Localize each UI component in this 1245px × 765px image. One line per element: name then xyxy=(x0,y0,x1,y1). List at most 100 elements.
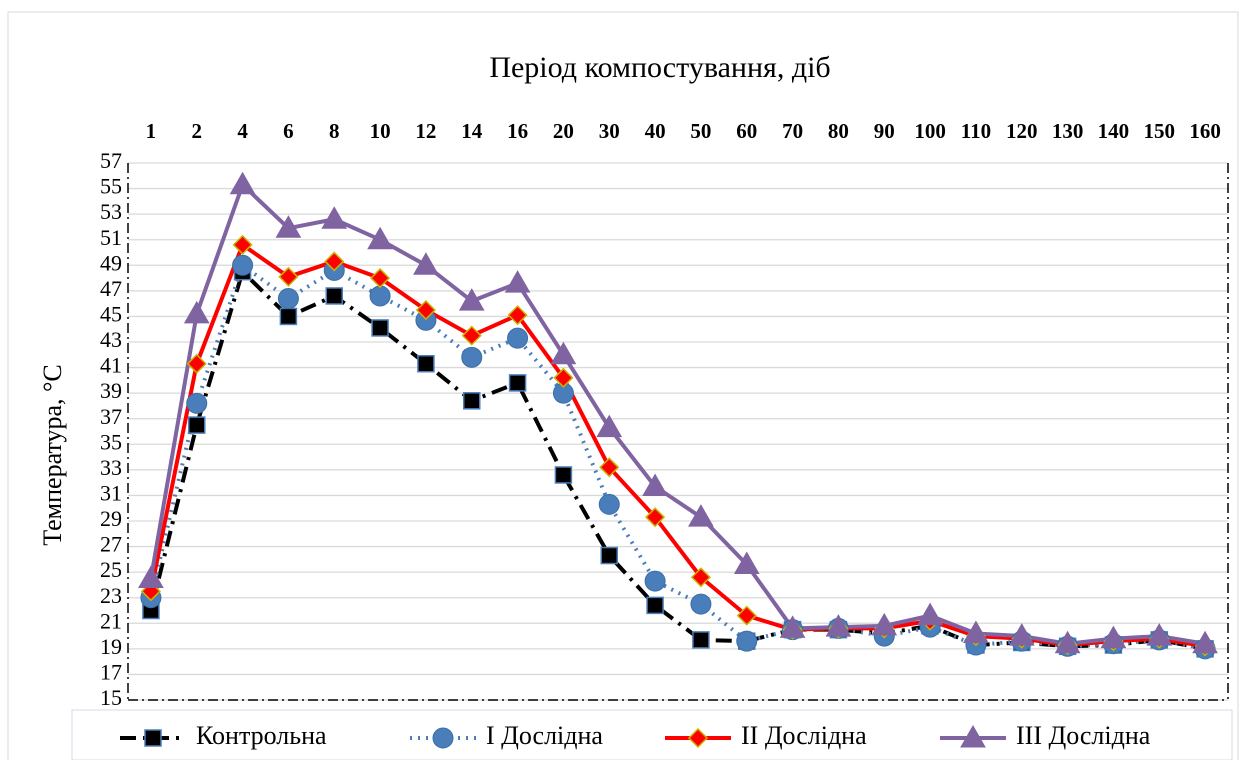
marker xyxy=(1192,630,1218,654)
y-tick-label: 15 xyxy=(100,685,122,710)
marker xyxy=(871,612,898,636)
marker xyxy=(687,727,709,749)
marker xyxy=(504,270,531,293)
y-tick-label: 19 xyxy=(100,634,122,659)
marker xyxy=(277,288,299,310)
y-tick-label: 27 xyxy=(100,532,122,557)
x-tick-label: 12 xyxy=(415,119,436,143)
y-tick-label: 57 xyxy=(100,148,122,173)
y-tick-label: 39 xyxy=(100,378,122,403)
y-tick-label: 43 xyxy=(100,327,122,352)
y-tick-label: 53 xyxy=(100,199,122,224)
x-tick-label: 160 xyxy=(1189,119,1221,143)
marker xyxy=(599,457,620,478)
x-tick-label: 90 xyxy=(874,119,895,143)
y-tick-label: 55 xyxy=(100,174,122,199)
marker xyxy=(1100,625,1127,649)
x-tick-label: 110 xyxy=(961,119,991,143)
y-tick-label: 31 xyxy=(100,480,122,505)
marker xyxy=(232,234,253,255)
series-line xyxy=(148,269,1206,651)
marker xyxy=(600,546,618,565)
legend-label: ІІІ Дослідна xyxy=(1016,721,1151,750)
y-tick-label: 17 xyxy=(100,659,122,684)
x-tick-label: 70 xyxy=(782,119,803,143)
marker xyxy=(963,620,989,644)
marker xyxy=(417,354,435,373)
marker xyxy=(779,615,806,638)
x-tick-label: 30 xyxy=(599,119,620,143)
marker xyxy=(507,305,528,326)
marker xyxy=(186,392,208,414)
marker xyxy=(690,567,711,588)
marker xyxy=(278,266,299,287)
marker xyxy=(140,581,161,602)
y-tick-label: 21 xyxy=(100,608,122,633)
x-tick-label: 8 xyxy=(329,119,340,143)
marker xyxy=(554,466,573,484)
marker xyxy=(642,473,668,496)
marker xyxy=(825,614,852,637)
y-axis-label: Температура, °C xyxy=(38,364,67,546)
marker xyxy=(279,307,298,326)
series-line xyxy=(148,263,1206,651)
x-tick-label: 16 xyxy=(507,119,528,143)
x-tick-label: 100 xyxy=(914,119,946,143)
marker xyxy=(371,319,389,337)
marker xyxy=(1146,623,1173,646)
y-tick-label: 51 xyxy=(100,225,122,250)
marker xyxy=(458,288,485,311)
x-tick-label: 150 xyxy=(1144,119,1176,143)
marker xyxy=(432,727,454,749)
marker xyxy=(1054,630,1081,654)
y-tick-label: 33 xyxy=(100,455,122,480)
marker xyxy=(367,226,393,250)
marker xyxy=(325,287,343,305)
marker xyxy=(461,346,483,368)
x-tick-label: 10 xyxy=(370,119,391,143)
y-tick-label: 25 xyxy=(100,557,122,582)
x-tick-label: 1 xyxy=(146,119,157,143)
marker xyxy=(370,268,391,289)
marker xyxy=(415,299,436,321)
marker xyxy=(688,504,714,527)
legend-label: Контрольна xyxy=(196,721,327,750)
x-tick-label: 140 xyxy=(1098,119,1130,143)
y-tick-label: 35 xyxy=(100,429,122,454)
marker xyxy=(690,593,712,615)
marker xyxy=(321,206,348,229)
marker xyxy=(1008,623,1035,646)
marker xyxy=(144,729,162,747)
x-tick-label: 4 xyxy=(237,119,248,143)
y-tick-label: 37 xyxy=(100,404,122,429)
x-tick-label: 80 xyxy=(828,119,849,143)
chart-title: Період компостування, діб xyxy=(489,51,830,84)
marker xyxy=(550,341,577,365)
marker xyxy=(960,724,986,748)
y-tick-label: 45 xyxy=(100,301,122,326)
y-tick-label: 29 xyxy=(100,506,122,531)
x-tick-label: 14 xyxy=(461,119,483,143)
marker xyxy=(461,325,482,346)
legend-label: ІІ Дослідна xyxy=(741,721,867,750)
marker xyxy=(188,416,206,434)
x-tick-label: 120 xyxy=(1006,119,1038,143)
marker xyxy=(369,285,391,307)
marker xyxy=(138,565,164,589)
marker xyxy=(692,631,710,649)
y-tick-label: 47 xyxy=(100,276,122,301)
legend-label: І Дослідна xyxy=(486,721,603,750)
marker xyxy=(598,493,620,515)
marker xyxy=(553,367,574,388)
marker xyxy=(186,353,207,374)
marker xyxy=(463,392,481,410)
y-tick-label: 23 xyxy=(100,583,122,608)
marker xyxy=(645,507,666,528)
marker xyxy=(644,570,666,592)
marker xyxy=(183,300,210,324)
marker xyxy=(324,251,345,272)
marker xyxy=(413,252,439,275)
marker xyxy=(733,551,760,574)
